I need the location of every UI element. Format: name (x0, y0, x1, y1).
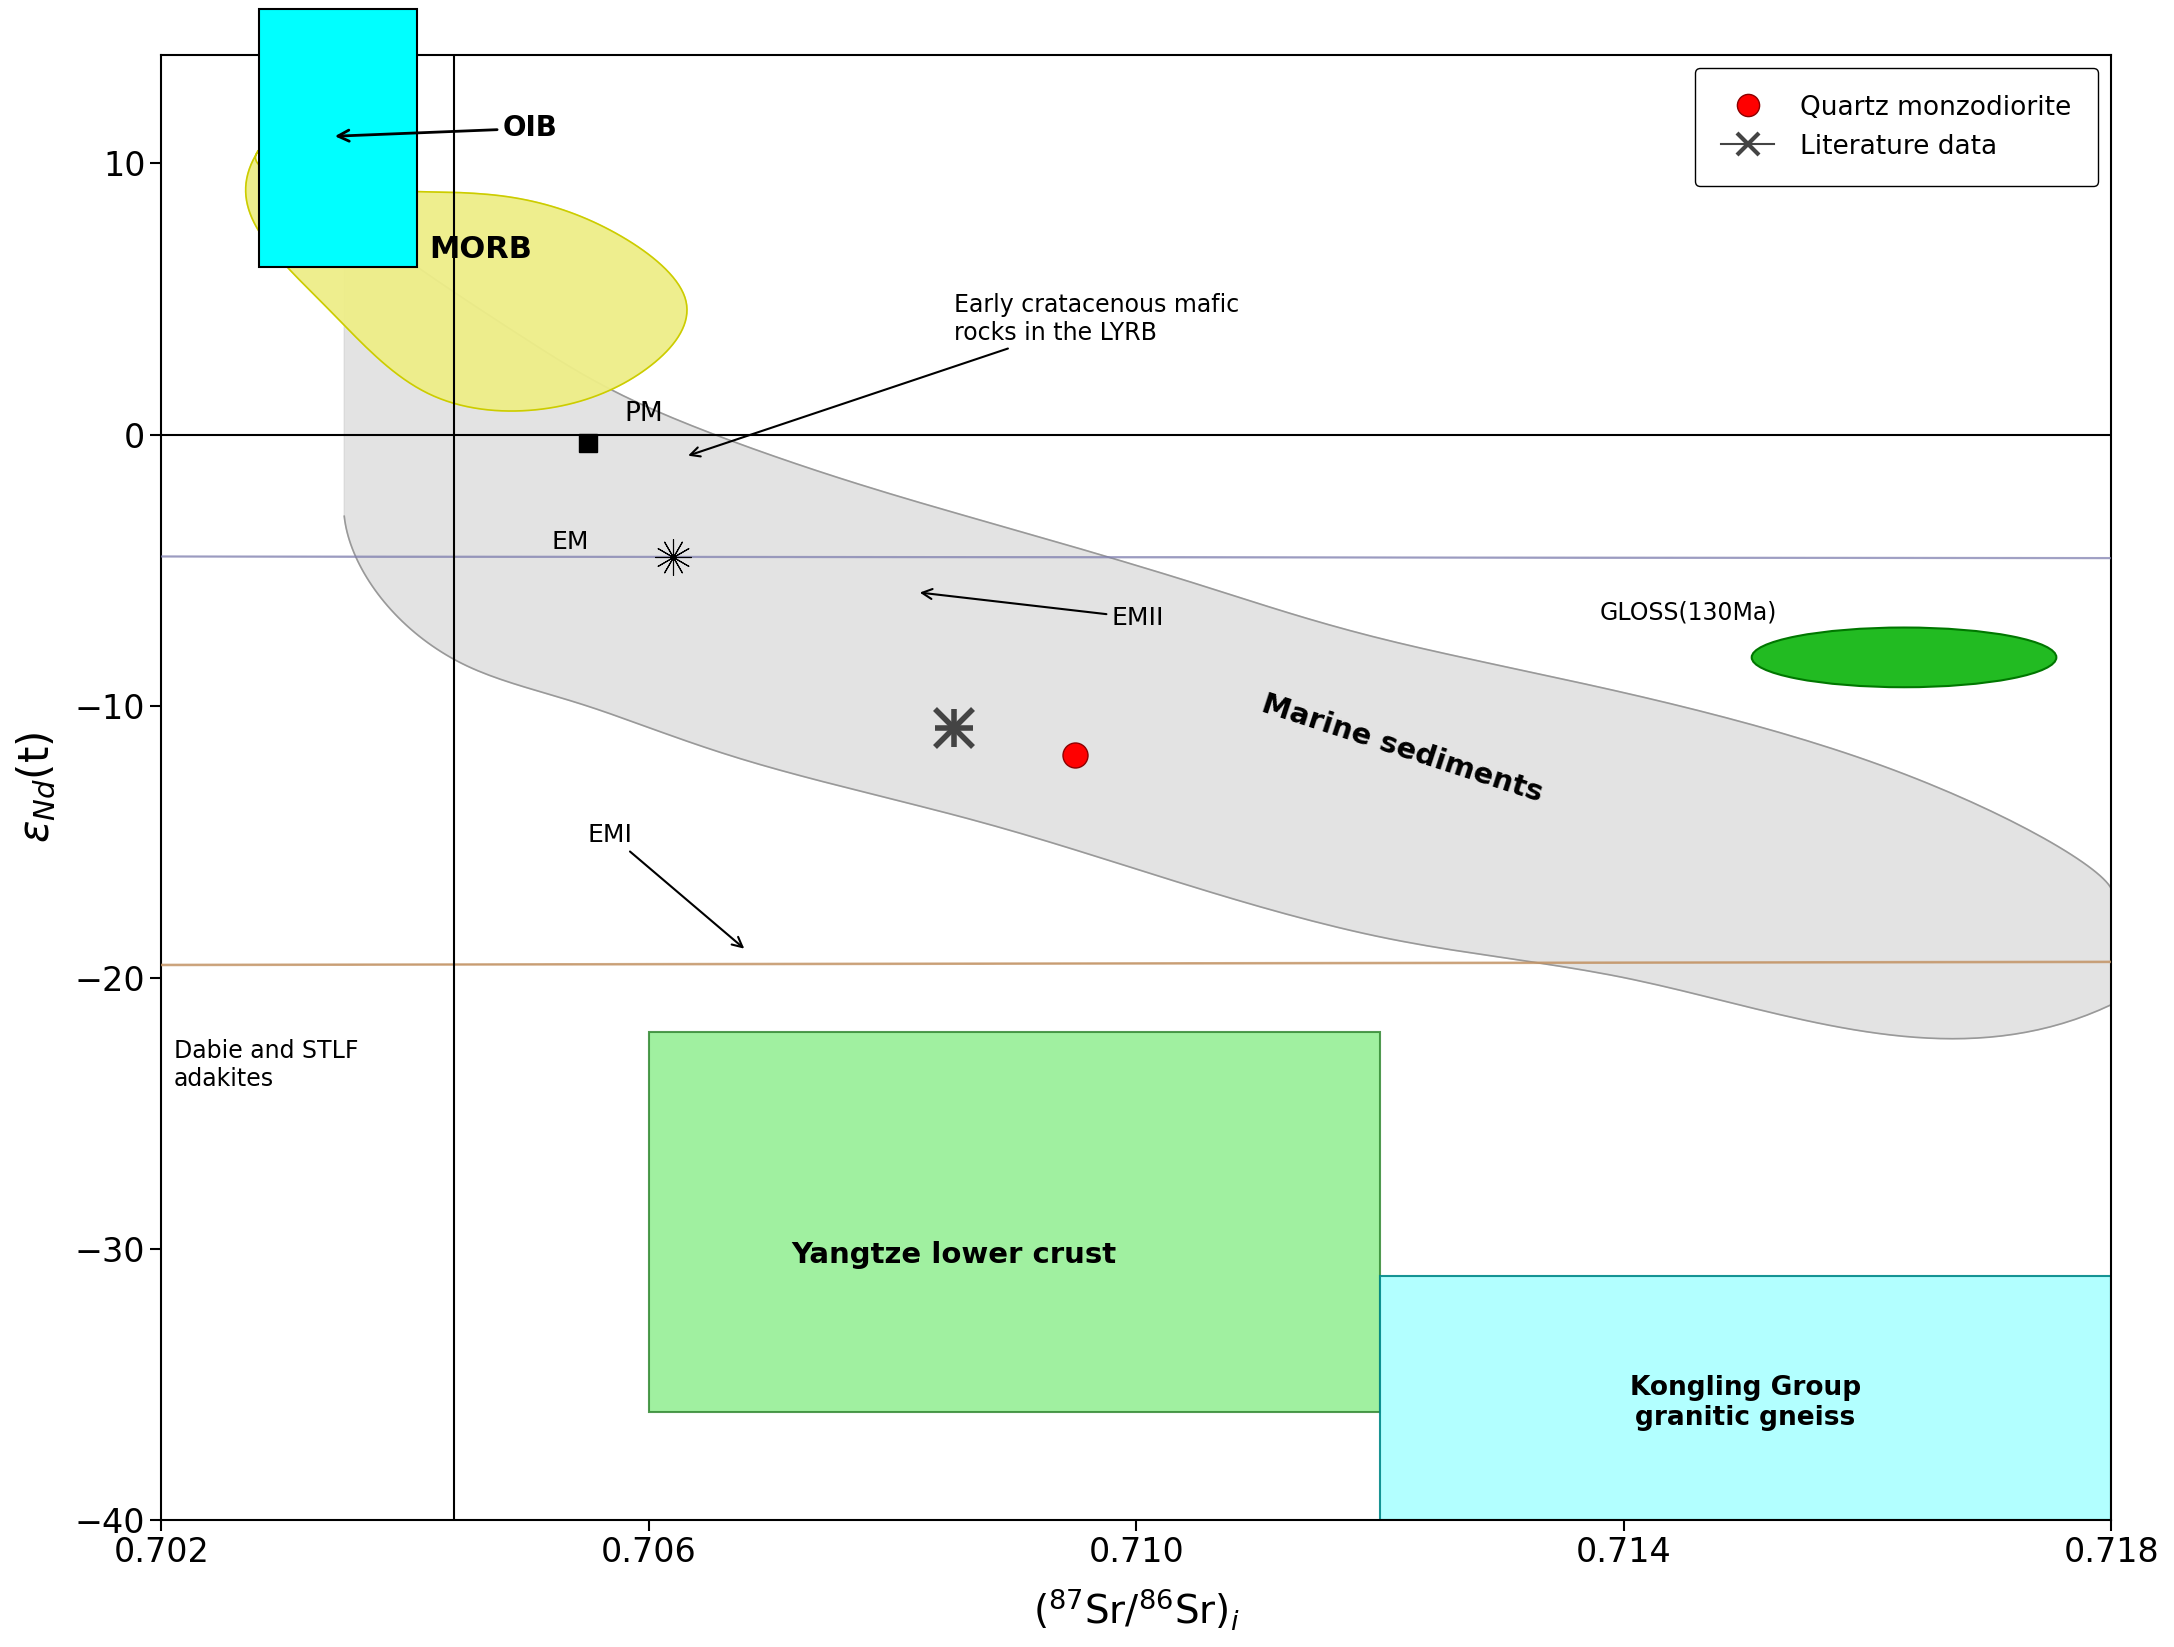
Text: Marine sediments: Marine sediments (1259, 690, 1546, 807)
Text: Early cratacenous mafic
rocks in the LYRB: Early cratacenous mafic rocks in the LYR… (691, 293, 1239, 456)
Y-axis label: $\varepsilon_{Nd}$(t): $\varepsilon_{Nd}$(t) (15, 731, 59, 843)
Polygon shape (343, 204, 2113, 1039)
Text: PM: PM (624, 402, 663, 427)
Text: Kongling Group
granitic gneiss: Kongling Group granitic gneiss (1630, 1375, 1861, 1431)
Bar (1380, 1276, 2111, 1520)
Text: MORB: MORB (430, 236, 533, 265)
Bar (648, 1033, 1380, 1411)
Text: EMII: EMII (922, 590, 1165, 629)
Polygon shape (246, 150, 687, 412)
Text: EMI: EMI (587, 824, 744, 947)
Ellipse shape (1752, 628, 2057, 687)
Legend: Quartz monzodiorite, Literature data: Quartz monzodiorite, Literature data (1696, 68, 2098, 186)
Text: Yangtze lower crust: Yangtze lower crust (791, 1240, 1115, 1268)
Ellipse shape (0, 471, 2174, 642)
Bar (259, 8, 417, 267)
Ellipse shape (0, 721, 2174, 1206)
Text: OIB: OIB (337, 114, 557, 142)
Text: GLOSS(130Ma): GLOSS(130Ma) (1600, 601, 1776, 624)
Text: EM: EM (552, 530, 589, 553)
Text: Dabie and STLF
adakites: Dabie and STLF adakites (174, 1039, 359, 1092)
X-axis label: ($^{87}$Sr/$^{86}$Sr)$_i$: ($^{87}$Sr/$^{86}$Sr)$_i$ (1033, 1586, 1239, 1632)
